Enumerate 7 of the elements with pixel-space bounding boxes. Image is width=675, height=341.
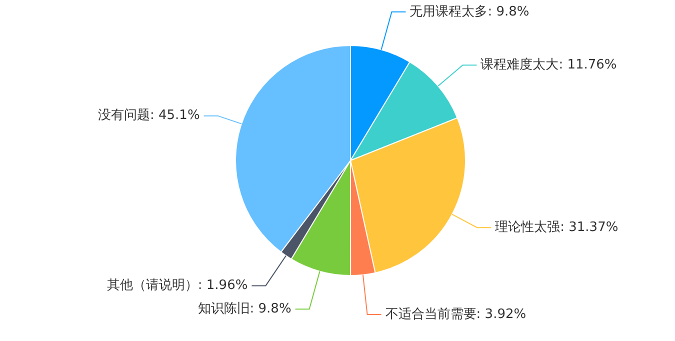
slice-label: 知识陈旧: 9.8% (198, 301, 292, 316)
slice-label: 课程难度太大: 11.76% (480, 56, 617, 73)
slice-label: 理论性太强: 31.37% (495, 220, 618, 235)
slice-label: 其他（请说明）: 1.96% (106, 278, 248, 294)
slice-label: 不适合当前需要: 3.92% (385, 306, 526, 322)
slice-label: 无用课程太多: 9.8% (410, 4, 530, 20)
slice-label: 没有问题: 45.1% (98, 108, 200, 124)
